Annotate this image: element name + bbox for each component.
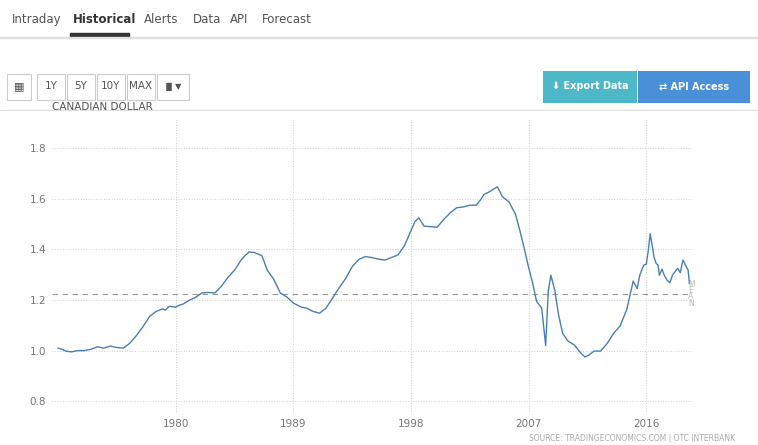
Text: 5Y: 5Y bbox=[74, 81, 87, 91]
FancyBboxPatch shape bbox=[127, 74, 155, 100]
Text: A: A bbox=[688, 292, 694, 301]
Text: N: N bbox=[688, 299, 694, 307]
FancyBboxPatch shape bbox=[67, 74, 95, 100]
Text: M: M bbox=[688, 280, 695, 289]
Text: CANADIAN DOLLAR: CANADIAN DOLLAR bbox=[52, 101, 152, 112]
Text: ▐▌▼: ▐▌▼ bbox=[163, 82, 183, 91]
FancyBboxPatch shape bbox=[638, 71, 750, 103]
Text: ⇄ API Access: ⇄ API Access bbox=[659, 81, 729, 91]
FancyBboxPatch shape bbox=[157, 74, 189, 100]
FancyBboxPatch shape bbox=[97, 74, 125, 100]
Text: Forecast: Forecast bbox=[262, 13, 312, 26]
FancyBboxPatch shape bbox=[37, 74, 65, 100]
Bar bbox=[0, 110, 758, 111]
Text: 10Y: 10Y bbox=[102, 81, 121, 91]
Text: ▦: ▦ bbox=[14, 81, 24, 91]
Text: SOURCE: TRADINGECONOMICS.COM | OTC INTERBANK: SOURCE: TRADINGECONOMICS.COM | OTC INTER… bbox=[529, 434, 735, 443]
Text: Historical: Historical bbox=[73, 13, 136, 26]
Bar bbox=[70, 33, 130, 36]
Text: API: API bbox=[230, 13, 249, 26]
Text: Alerts: Alerts bbox=[145, 13, 179, 26]
Text: MAX: MAX bbox=[130, 81, 152, 91]
FancyBboxPatch shape bbox=[7, 74, 31, 100]
Bar bbox=[0, 37, 758, 38]
FancyBboxPatch shape bbox=[543, 71, 637, 103]
Text: E: E bbox=[688, 286, 693, 295]
Text: Intraday: Intraday bbox=[12, 13, 61, 26]
Text: ⬇ Export Data: ⬇ Export Data bbox=[552, 81, 628, 91]
Text: Data: Data bbox=[193, 13, 221, 26]
Text: 1Y: 1Y bbox=[45, 81, 58, 91]
